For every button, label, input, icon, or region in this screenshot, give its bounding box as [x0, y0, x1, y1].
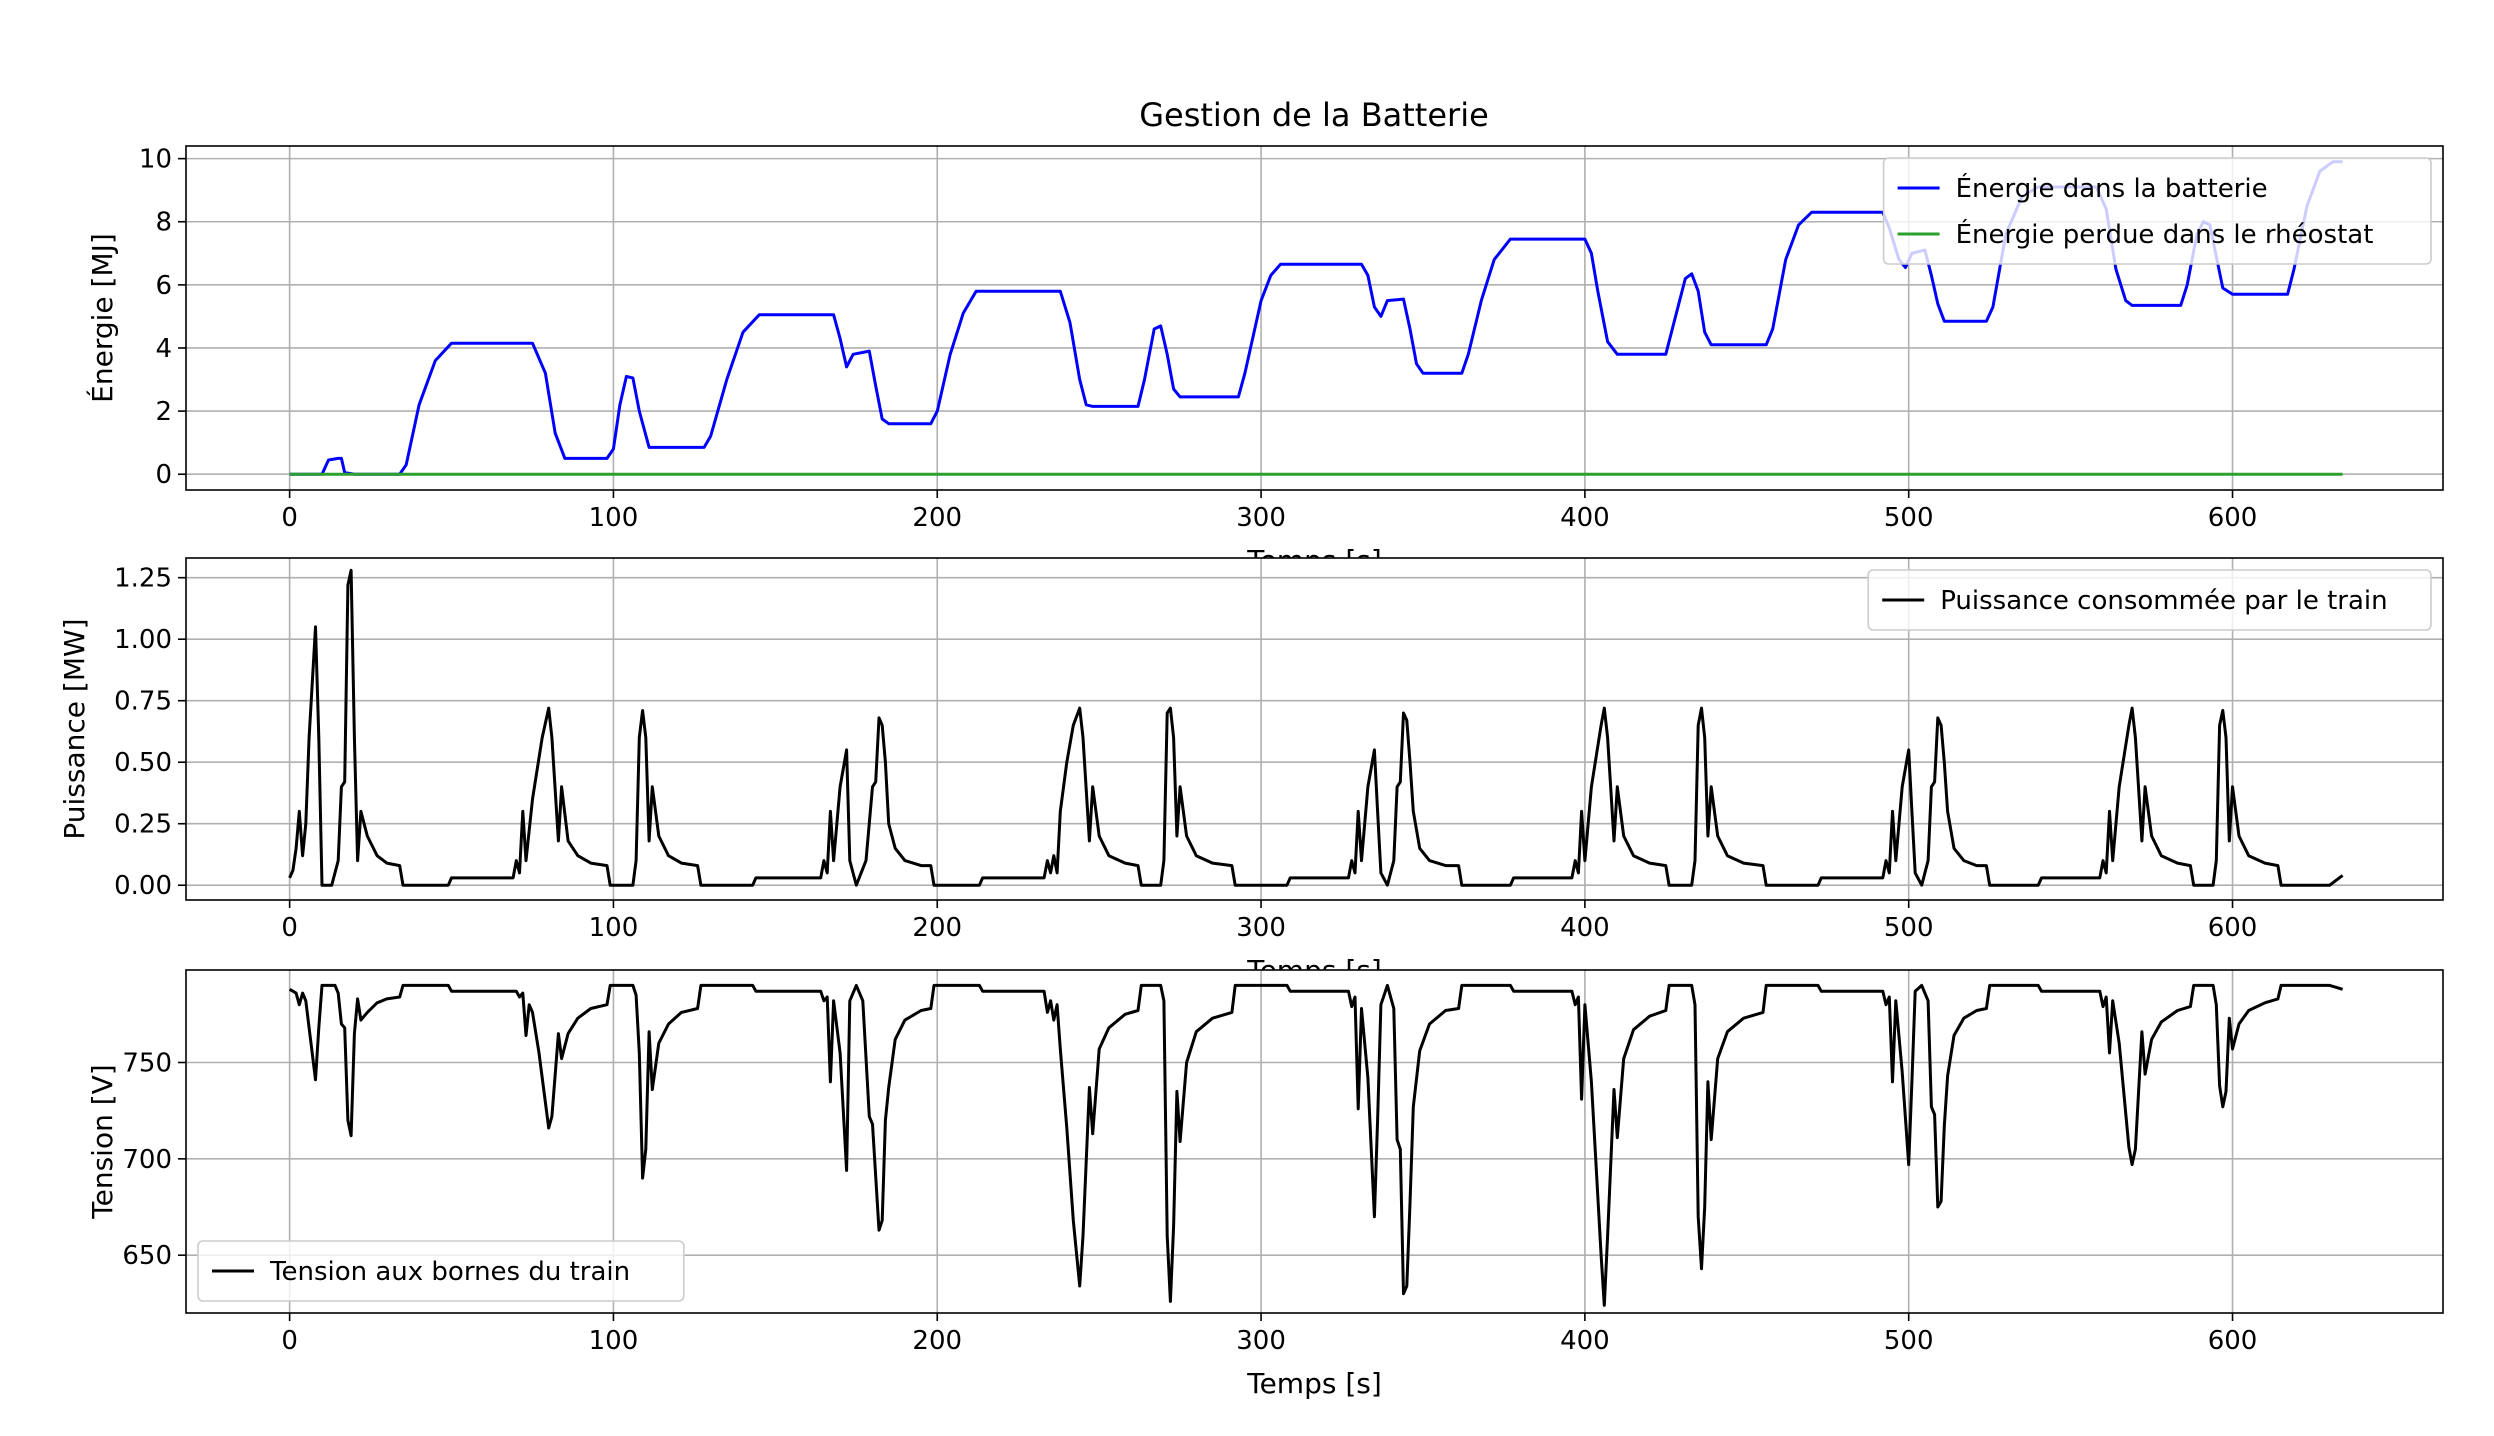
legend-box	[1882, 157, 2432, 265]
x-tick-label: 300	[1236, 1326, 1286, 1356]
x-tick-label: 400	[1560, 1326, 1610, 1356]
x-tick-label: 400	[1560, 503, 1610, 533]
x-tick-label: 200	[912, 913, 962, 943]
y-tick-label: 750	[122, 1048, 172, 1078]
subplot-2: 0 100 200 300 400 500 600 0.00 0.25 0.50 0.75 1.00 1…	[58, 557, 2444, 987]
legend-label: Tension aux bornes du train	[269, 1257, 630, 1287]
axes-frame	[185, 145, 2444, 491]
x-tick-label: 100	[589, 1326, 639, 1356]
y-tick-label: 650	[122, 1241, 172, 1271]
y-tick-label: 0.00	[114, 871, 172, 901]
legend: Tension aux bornes du train	[197, 1240, 685, 1302]
x-tick-label: 200	[912, 1326, 962, 1356]
x-tick-label: 500	[1884, 503, 1934, 533]
y-axis-label: Tension [V]	[86, 1064, 119, 1219]
y-tick-label: 2	[155, 397, 172, 427]
x-axis-label: Temps [s]	[1246, 1367, 1382, 1400]
y-tick-label: 1.25	[114, 564, 172, 594]
x-tick-label: 200	[912, 503, 962, 533]
y-tick-label: 0	[155, 460, 172, 490]
y-tick-label: 1.00	[114, 625, 172, 655]
panels: 0 100 200 300 400 500 600 0 2 4 6 8 10 Énergie [MJ] Én…	[58, 145, 2444, 1400]
y-tick-label: 0.50	[114, 748, 172, 778]
y-tick-label: 700	[122, 1145, 172, 1175]
axes-frame	[185, 969, 2444, 1314]
x-tick-label: 300	[1236, 913, 1286, 943]
axes-frame	[185, 557, 2444, 901]
x-tick-label: 600	[2208, 1326, 2258, 1356]
legend-label: Énergie perdue dans le rhéostat	[1956, 218, 2374, 250]
x-tick-label: 0	[281, 1326, 298, 1356]
figure-title: Gestion de la Batterie	[1139, 96, 1489, 134]
x-tick-label: 0	[281, 503, 298, 533]
x-tick-label: 100	[589, 913, 639, 943]
series-line-1	[288, 983, 2344, 1307]
legend-box	[197, 1240, 685, 1302]
legend: Énergie dans la batterie Énergie perdue d…	[1882, 157, 2432, 265]
legend: Puissance consommée par le train	[1867, 569, 2432, 631]
y-tick-label: 6	[155, 271, 172, 301]
y-tick-label: 10	[139, 145, 172, 175]
x-tick-label: 500	[1884, 913, 1934, 943]
x-tick-label: 400	[1560, 913, 1610, 943]
x-tick-label: 600	[2208, 913, 2258, 943]
series-line-1	[288, 568, 2344, 887]
y-tick-label: 4	[155, 334, 172, 364]
y-axis-label: Puissance [MW]	[58, 618, 91, 839]
legend-box	[1867, 569, 2432, 631]
y-tick-label: 0.25	[114, 810, 172, 840]
x-tick-label: 300	[1236, 503, 1286, 533]
x-tick-label: 600	[2208, 503, 2258, 533]
y-tick-label: 8	[155, 208, 172, 238]
x-tick-label: 500	[1884, 1326, 1934, 1356]
y-tick-label: 0.75	[114, 687, 172, 717]
x-tick-label: 100	[589, 503, 639, 533]
y-axis-label: Énergie [MJ]	[85, 233, 119, 403]
subplot-1: 0 100 200 300 400 500 600 0 2 4 6 8 10 Énergie [MJ] Én…	[85, 145, 2444, 577]
x-tick-label: 0	[281, 913, 298, 943]
legend-label: Énergie dans la batterie	[1956, 172, 2268, 204]
legend-label: Puissance consommée par le train	[1940, 586, 2387, 616]
